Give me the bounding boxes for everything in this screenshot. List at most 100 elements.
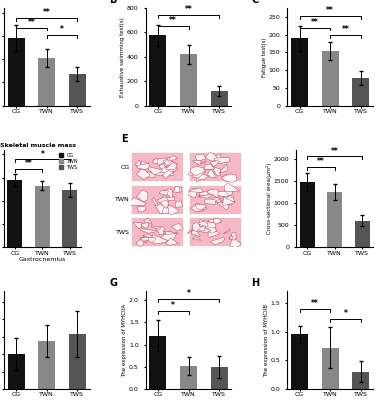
Bar bbox=[190, 219, 241, 246]
Bar bbox=[299, 182, 315, 247]
Text: **: ** bbox=[25, 159, 32, 168]
Bar bbox=[8, 354, 25, 389]
Polygon shape bbox=[142, 236, 147, 243]
Polygon shape bbox=[208, 169, 216, 178]
Polygon shape bbox=[152, 235, 167, 244]
Polygon shape bbox=[195, 154, 206, 161]
Polygon shape bbox=[175, 201, 182, 207]
Bar bbox=[211, 367, 228, 389]
Polygon shape bbox=[208, 219, 221, 223]
X-axis label: Gastrocnemius: Gastrocnemius bbox=[19, 257, 66, 262]
Y-axis label: Exhaustive swimming test(s): Exhaustive swimming test(s) bbox=[121, 17, 126, 97]
Polygon shape bbox=[202, 227, 217, 233]
Polygon shape bbox=[150, 171, 166, 176]
Polygon shape bbox=[137, 190, 148, 202]
Bar bbox=[38, 58, 55, 106]
Bar bbox=[352, 372, 369, 389]
Polygon shape bbox=[143, 234, 152, 240]
Polygon shape bbox=[220, 196, 235, 202]
Bar bbox=[149, 36, 166, 106]
Legend: CG, TWN, TWS: CG, TWN, TWS bbox=[58, 152, 78, 170]
Text: G: G bbox=[109, 278, 118, 288]
Bar bbox=[69, 334, 86, 389]
Polygon shape bbox=[156, 227, 164, 235]
Bar bbox=[35, 186, 50, 247]
Polygon shape bbox=[210, 237, 225, 245]
Polygon shape bbox=[137, 163, 151, 169]
Polygon shape bbox=[201, 221, 216, 231]
Text: **: ** bbox=[311, 18, 319, 27]
Polygon shape bbox=[188, 171, 201, 176]
Polygon shape bbox=[137, 206, 146, 212]
Text: **: ** bbox=[169, 16, 177, 25]
Y-axis label: The expression of MYHCIIB: The expression of MYHCIIB bbox=[264, 304, 269, 377]
Polygon shape bbox=[166, 162, 177, 170]
Text: TWN: TWN bbox=[115, 197, 130, 202]
Polygon shape bbox=[216, 202, 229, 210]
Bar bbox=[190, 153, 241, 181]
Bar bbox=[8, 38, 25, 106]
Polygon shape bbox=[160, 166, 178, 175]
Polygon shape bbox=[195, 172, 202, 182]
Bar bbox=[180, 366, 197, 389]
Polygon shape bbox=[140, 237, 151, 240]
Bar bbox=[291, 334, 308, 389]
Polygon shape bbox=[159, 200, 167, 209]
Polygon shape bbox=[160, 200, 169, 209]
Polygon shape bbox=[207, 197, 221, 203]
Y-axis label: Cross-sectional area(μm²): Cross-sectional area(μm²) bbox=[266, 163, 272, 234]
Polygon shape bbox=[188, 188, 198, 198]
Bar bbox=[69, 74, 86, 106]
Polygon shape bbox=[210, 160, 220, 167]
Bar bbox=[132, 219, 184, 246]
Bar bbox=[180, 55, 197, 106]
Bar bbox=[327, 192, 342, 247]
Bar bbox=[149, 336, 166, 389]
Text: **: ** bbox=[317, 157, 325, 166]
Text: TWS: TWS bbox=[116, 230, 130, 235]
Text: *: * bbox=[187, 289, 190, 298]
Bar bbox=[62, 190, 78, 247]
Polygon shape bbox=[214, 189, 233, 196]
Polygon shape bbox=[148, 237, 156, 243]
Y-axis label: Fatigue test(s): Fatigue test(s) bbox=[262, 37, 267, 77]
Polygon shape bbox=[222, 175, 234, 182]
Text: **: ** bbox=[43, 8, 51, 17]
Bar bbox=[132, 153, 184, 181]
Polygon shape bbox=[192, 208, 207, 211]
Bar bbox=[38, 341, 55, 389]
Polygon shape bbox=[174, 186, 180, 192]
Polygon shape bbox=[195, 205, 206, 210]
Polygon shape bbox=[159, 164, 169, 173]
Polygon shape bbox=[156, 205, 163, 212]
Text: E: E bbox=[121, 134, 128, 144]
Polygon shape bbox=[140, 236, 149, 242]
Polygon shape bbox=[146, 172, 155, 177]
Text: **: ** bbox=[326, 6, 334, 15]
Polygon shape bbox=[163, 231, 179, 235]
Polygon shape bbox=[172, 223, 184, 231]
Polygon shape bbox=[192, 170, 206, 178]
Polygon shape bbox=[210, 154, 221, 162]
Polygon shape bbox=[191, 229, 200, 237]
Polygon shape bbox=[196, 174, 208, 180]
Text: **: ** bbox=[311, 299, 319, 308]
Polygon shape bbox=[135, 160, 142, 168]
Polygon shape bbox=[190, 166, 205, 176]
Polygon shape bbox=[199, 227, 211, 233]
Text: H: H bbox=[251, 278, 259, 288]
Polygon shape bbox=[157, 197, 169, 205]
Polygon shape bbox=[214, 157, 230, 164]
Polygon shape bbox=[205, 153, 220, 161]
Polygon shape bbox=[190, 203, 204, 211]
Polygon shape bbox=[213, 191, 228, 197]
Polygon shape bbox=[213, 218, 222, 225]
Text: **: ** bbox=[342, 26, 349, 34]
Polygon shape bbox=[187, 228, 196, 233]
Text: *: * bbox=[171, 301, 175, 310]
Polygon shape bbox=[192, 223, 201, 231]
Text: C: C bbox=[251, 0, 259, 5]
Polygon shape bbox=[133, 223, 142, 229]
Polygon shape bbox=[221, 174, 237, 182]
Polygon shape bbox=[193, 160, 201, 165]
